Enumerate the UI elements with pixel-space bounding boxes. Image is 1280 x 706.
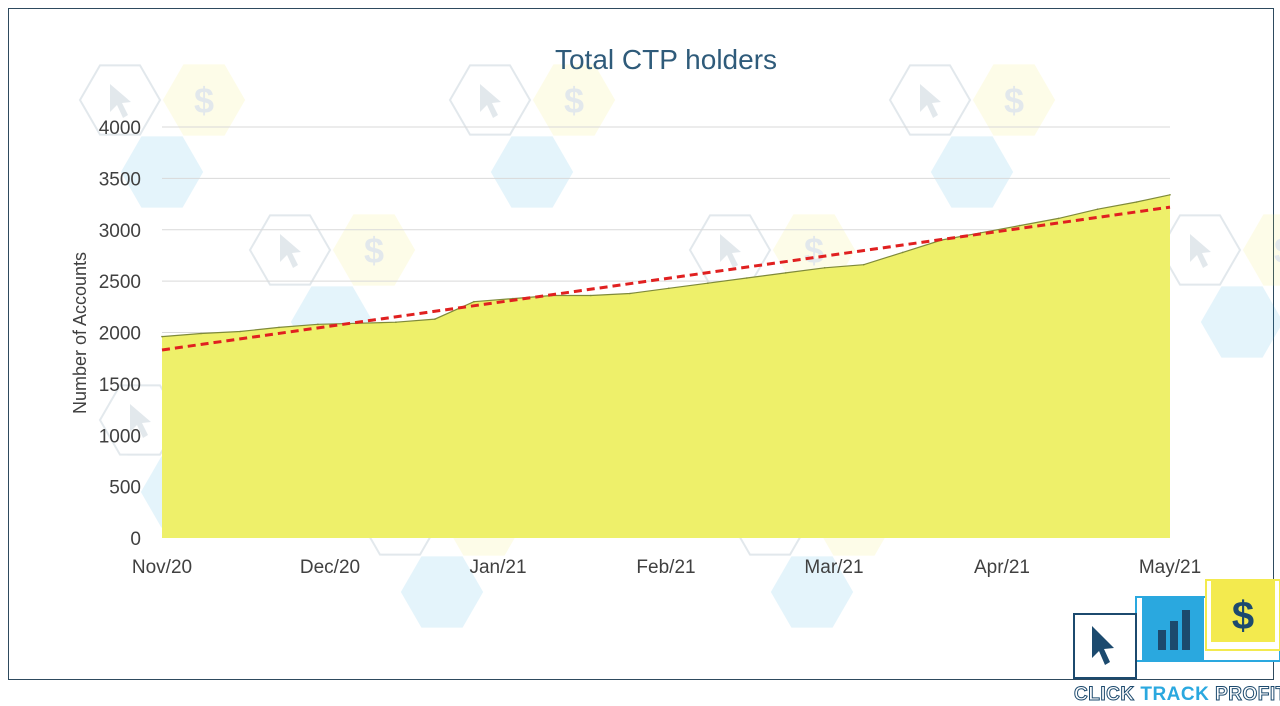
data-point xyxy=(200,332,202,335)
dollar-icon xyxy=(162,64,246,136)
bar-chart-icon xyxy=(770,556,854,628)
cursor-glyph xyxy=(480,84,501,118)
data-point xyxy=(278,326,280,329)
data-point xyxy=(395,321,397,324)
area-fill xyxy=(162,194,1170,539)
y-tick-label: 4000 xyxy=(99,118,141,139)
data-point xyxy=(239,330,241,333)
x-tick-label: Feb/21 xyxy=(636,557,695,578)
logo-word-track: TRACK xyxy=(1140,684,1209,705)
data-point xyxy=(862,263,865,266)
y-tick-label: 3500 xyxy=(99,169,141,190)
x-tick-label: Jan/21 xyxy=(469,557,526,578)
data-point xyxy=(823,267,826,269)
y-axis-ticks: 0 500 1000 1500 2000 2500 3000 3500 4000 xyxy=(99,118,141,550)
x-tick-label: Mar/21 xyxy=(804,557,863,578)
cursor-glyph xyxy=(720,234,741,268)
cursor-icon xyxy=(448,64,532,136)
data-point xyxy=(434,318,436,320)
data-point xyxy=(161,335,163,338)
x-tick-label: May/21 xyxy=(1139,557,1201,578)
trendline xyxy=(161,205,1171,352)
cursor-icon xyxy=(248,214,332,286)
x-tick-label: Nov/20 xyxy=(132,557,192,578)
data-point xyxy=(590,294,592,297)
data-point xyxy=(901,251,904,254)
bar-chart-icon xyxy=(120,136,204,208)
data-point xyxy=(629,292,631,295)
dollar-icon xyxy=(332,214,416,286)
dollar-glyph: $ xyxy=(564,80,584,121)
data-point xyxy=(1135,201,1138,203)
dollar-icon xyxy=(1211,580,1275,642)
dollar-glyph: $ xyxy=(194,80,214,121)
cursor-glyph xyxy=(110,84,131,118)
dollar-glyph: $ xyxy=(364,230,384,271)
dollar-glyph: $ xyxy=(804,230,824,271)
bar-chart-icon xyxy=(400,556,484,628)
data-point xyxy=(1096,208,1099,210)
logo-wordmark: CLICK TRACK PROFIT xyxy=(1074,684,1280,705)
dollar-glyph: $ xyxy=(1274,230,1280,271)
x-tick-label: Dec/20 xyxy=(300,557,360,578)
y-tick-label: 1000 xyxy=(99,426,141,447)
dollar-icon xyxy=(1242,214,1280,286)
y-tick-label: 2000 xyxy=(99,324,141,345)
bar-chart-icon xyxy=(490,136,574,208)
data-point xyxy=(473,300,475,303)
watermark-tile: $ xyxy=(448,64,616,208)
dollar-icon xyxy=(532,64,616,136)
cursor-icon xyxy=(888,64,972,136)
data-point xyxy=(746,277,748,279)
data-point xyxy=(1057,217,1060,220)
y-tick-label: 500 xyxy=(109,478,141,499)
plot-area xyxy=(161,194,1171,539)
watermark-tile: $ xyxy=(78,64,246,208)
y-tick-label: 0 xyxy=(130,529,141,550)
cursor-icon xyxy=(78,64,162,136)
y-tick-label: 1500 xyxy=(99,375,141,396)
dollar-glyph: $ xyxy=(1004,80,1024,121)
logo-word-click: CLICK xyxy=(1074,684,1135,705)
x-axis-ticks: Nov/20 Dec/20 Jan/21 Feb/21 Mar/21 Apr/21 May/… xyxy=(132,557,1201,578)
dollar-icon xyxy=(972,64,1056,136)
y-axis-label: Number of Accounts xyxy=(70,252,90,414)
cursor-glyph xyxy=(130,404,151,438)
x-tick-label: Apr/21 xyxy=(974,557,1030,578)
data-point xyxy=(668,287,670,290)
chart-title: Total CTP holders xyxy=(555,44,777,75)
data-point xyxy=(317,323,319,326)
bar-chart-icon xyxy=(1200,286,1280,358)
watermark-tile: $ xyxy=(248,214,416,358)
data-point xyxy=(1169,194,1171,196)
bar-chart-icon xyxy=(930,136,1014,208)
logo-word-profit: PROFIT xyxy=(1215,684,1280,705)
cursor-glyph xyxy=(920,84,941,118)
watermark-tile: $ xyxy=(888,64,1056,208)
data-point xyxy=(707,282,709,285)
cursor-glyph xyxy=(280,234,301,268)
y-tick-label: 2500 xyxy=(99,272,141,293)
y-tick-label: 3000 xyxy=(99,221,141,242)
cursor-glyph xyxy=(1190,234,1211,268)
cursor-icon xyxy=(98,384,182,456)
clicktrackprofit-logo: $ CLICK TRACK PROFIT xyxy=(1073,579,1280,706)
dollar-glyph: $ xyxy=(1232,594,1254,638)
watermark-tile: $ xyxy=(1158,214,1280,358)
data-point xyxy=(784,272,787,274)
data-point xyxy=(1018,224,1021,227)
